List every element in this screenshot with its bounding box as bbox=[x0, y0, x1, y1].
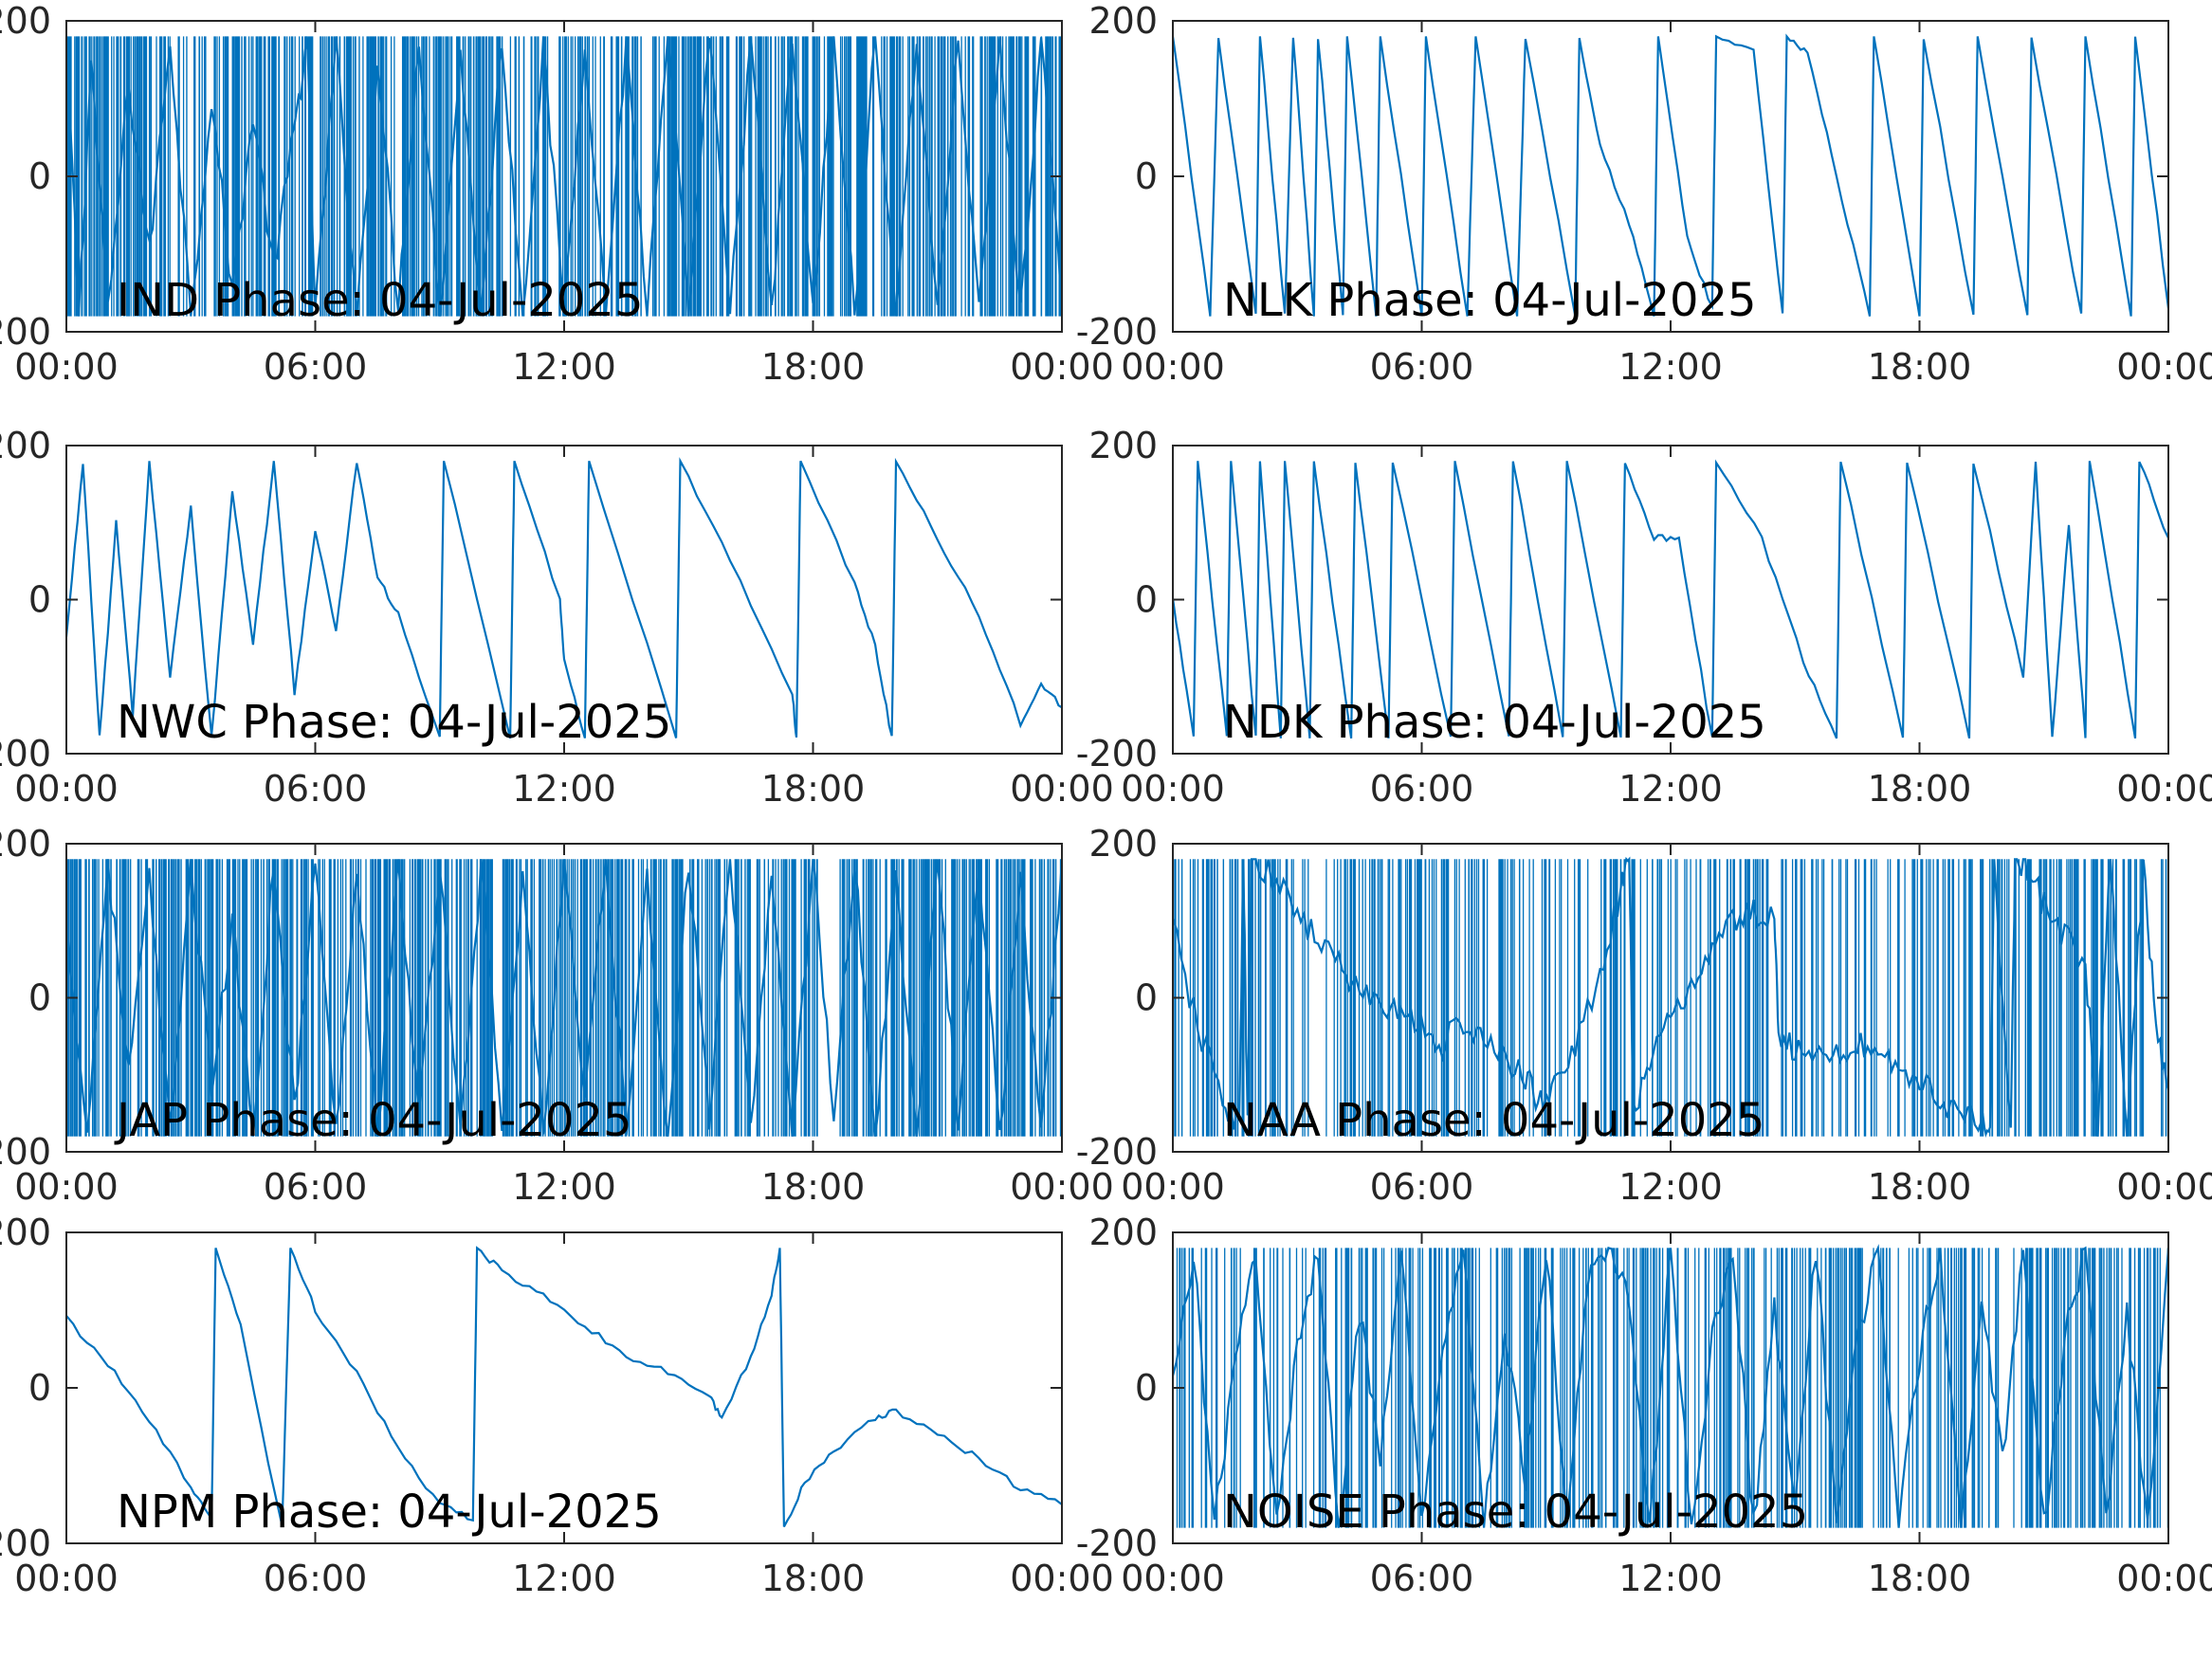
x-tick-label: 18:00 bbox=[761, 1558, 866, 1599]
y-tick-label: 200 bbox=[0, 1212, 51, 1253]
x-tick-label: 12:00 bbox=[512, 346, 616, 388]
x-tick-label: 00:00 bbox=[14, 346, 119, 388]
phase-wrap-lines bbox=[1176, 1248, 2168, 1528]
panel-title: NOISE Phase: 04-Jul-2025 bbox=[1223, 1486, 1808, 1539]
y-tick-label: 200 bbox=[1088, 823, 1158, 865]
y-tick-label: 0 bbox=[1135, 155, 1158, 197]
y-tick-label: -200 bbox=[0, 311, 51, 353]
x-tick-label: 06:00 bbox=[1370, 1166, 1474, 1208]
y-tick-label: -200 bbox=[1076, 1522, 1158, 1564]
x-tick-label: 06:00 bbox=[264, 768, 368, 810]
x-tick-label: 18:00 bbox=[761, 346, 866, 388]
y-tick-label: -200 bbox=[0, 1522, 51, 1564]
panel-title: NWC Phase: 04-Jul-2025 bbox=[117, 696, 671, 749]
y-tick-label: 0 bbox=[1135, 1367, 1158, 1409]
y-tick-label: -200 bbox=[0, 733, 51, 775]
y-tick-label: 0 bbox=[28, 977, 51, 1019]
x-tick-label: 12:00 bbox=[512, 768, 616, 810]
phase-wrap-lines bbox=[66, 859, 1062, 1137]
plot-background bbox=[1173, 446, 2168, 754]
x-tick-label: 18:00 bbox=[761, 1166, 866, 1208]
phase-series-line bbox=[1173, 459, 2168, 739]
x-tick-label: 12:00 bbox=[1618, 1558, 1723, 1599]
x-tick-label: 06:00 bbox=[1370, 768, 1474, 810]
x-tick-label: 18:00 bbox=[1868, 1166, 1972, 1208]
panel-title: JAP Phase: 04-Jul-2025 bbox=[114, 1094, 632, 1147]
y-tick-label: 200 bbox=[1088, 0, 1158, 42]
x-tick-label: 06:00 bbox=[1370, 1558, 1474, 1599]
x-tick-label: 12:00 bbox=[512, 1166, 616, 1208]
x-tick-label: 00:00 bbox=[1010, 768, 1114, 810]
y-tick-label: 200 bbox=[1088, 1212, 1158, 1253]
y-tick-label: 200 bbox=[0, 823, 51, 865]
phase-wrap-lines bbox=[66, 36, 1062, 317]
x-tick-label: 12:00 bbox=[1618, 346, 1723, 388]
x-tick-label: 00:00 bbox=[1010, 1558, 1114, 1599]
x-tick-label: 00:00 bbox=[2116, 768, 2212, 810]
x-tick-label: 00:00 bbox=[2116, 1558, 2212, 1599]
panel-title: NPM Phase: 04-Jul-2025 bbox=[117, 1486, 662, 1539]
x-tick-label: 12:00 bbox=[512, 1558, 616, 1599]
x-tick-label: 12:00 bbox=[1618, 768, 1723, 810]
x-tick-label: 18:00 bbox=[1868, 1558, 1972, 1599]
y-tick-label: 0 bbox=[28, 155, 51, 197]
y-tick-label: 200 bbox=[0, 0, 51, 42]
x-tick-label: 18:00 bbox=[1868, 768, 1972, 810]
x-tick-label: 00:00 bbox=[1010, 346, 1114, 388]
phase-series-line bbox=[1173, 33, 2168, 317]
x-tick-label: 06:00 bbox=[264, 1558, 368, 1599]
x-tick-label: 00:00 bbox=[2116, 1166, 2212, 1208]
x-tick-label: 06:00 bbox=[264, 346, 368, 388]
phase-series-line bbox=[66, 457, 1062, 739]
phase-wrap-lines bbox=[1174, 859, 2168, 1137]
x-tick-label: 06:00 bbox=[1370, 346, 1474, 388]
y-tick-label: 200 bbox=[1088, 425, 1158, 466]
y-tick-label: 0 bbox=[28, 579, 51, 621]
x-tick-label: 00:00 bbox=[2116, 346, 2212, 388]
y-tick-label: -200 bbox=[0, 1131, 51, 1173]
y-tick-label: -200 bbox=[1076, 1131, 1158, 1173]
x-tick-label: 00:00 bbox=[1121, 1166, 1225, 1208]
y-tick-label: -200 bbox=[1076, 733, 1158, 775]
x-tick-label: 00:00 bbox=[1121, 768, 1225, 810]
y-tick-label: 0 bbox=[1135, 579, 1158, 621]
y-tick-label: -200 bbox=[1076, 311, 1158, 353]
plot-background bbox=[66, 1232, 1062, 1543]
y-tick-label: 0 bbox=[28, 1367, 51, 1409]
x-tick-label: 18:00 bbox=[761, 768, 866, 810]
x-tick-label: 00:00 bbox=[14, 768, 119, 810]
y-tick-label: 200 bbox=[0, 425, 51, 466]
panel-title: NDK Phase: 04-Jul-2025 bbox=[1223, 696, 1766, 749]
x-tick-label: 00:00 bbox=[14, 1558, 119, 1599]
plot-background bbox=[1173, 1232, 2168, 1543]
panel-title: NAA Phase: 04-Jul-2025 bbox=[1223, 1094, 1764, 1147]
x-tick-label: 12:00 bbox=[1618, 1166, 1723, 1208]
panel-title: IND Phase: 04-Jul-2025 bbox=[117, 274, 644, 327]
x-tick-label: 06:00 bbox=[264, 1166, 368, 1208]
x-tick-label: 00:00 bbox=[1121, 346, 1225, 388]
y-tick-label: 0 bbox=[1135, 977, 1158, 1019]
x-tick-label: 18:00 bbox=[1868, 346, 1972, 388]
x-tick-label: 00:00 bbox=[1121, 1558, 1225, 1599]
phase-series-line bbox=[1173, 1244, 2168, 1528]
x-tick-label: 00:00 bbox=[1010, 1166, 1114, 1208]
panel-title: NLK Phase: 04-Jul-2025 bbox=[1223, 274, 1757, 327]
x-tick-label: 00:00 bbox=[14, 1166, 119, 1208]
phase-series-line bbox=[66, 1246, 1062, 1528]
